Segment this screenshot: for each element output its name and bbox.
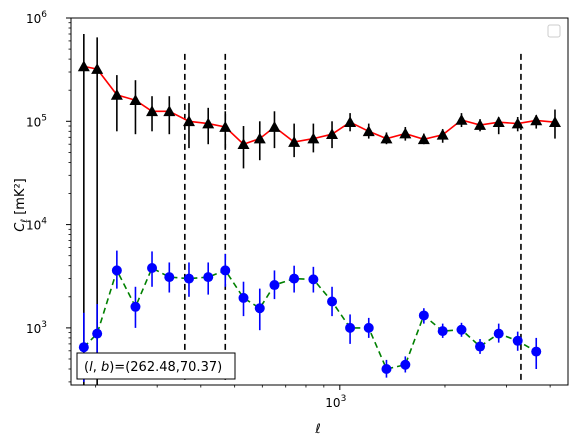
series-0-point-13 — [307, 132, 320, 144]
series-1-point-21 — [456, 324, 467, 335]
series-1-point-20 — [437, 326, 448, 337]
series-layer — [77, 34, 561, 385]
annotation: (l, b)=(262.48,70.37) — [76, 352, 236, 380]
series-1-point-6 — [183, 273, 194, 284]
series-0-point-3 — [129, 94, 142, 106]
series-1-point-2 — [111, 265, 122, 276]
y-axis-label-main: C — [13, 222, 28, 232]
series-0-point-24 — [511, 117, 524, 129]
series-1-point-14 — [327, 296, 338, 307]
series-0-point-23 — [492, 116, 505, 128]
series-1 — [78, 250, 542, 382]
y-tick-label-3: 106 — [26, 10, 47, 26]
series-1-point-22 — [475, 341, 486, 352]
series-1-point-11 — [269, 280, 280, 291]
annotation-rest: )=(262.48,70.37) — [109, 360, 222, 375]
legend-box — [547, 24, 561, 38]
y-tick-label-0: 103 — [26, 320, 47, 336]
series-0-point-8 — [219, 121, 232, 132]
series-1-point-3 — [130, 301, 141, 312]
series-0-point-26 — [548, 116, 561, 128]
series-0-point-14 — [326, 128, 339, 140]
series-0-point-10 — [253, 132, 266, 144]
series-1-point-16 — [363, 322, 374, 333]
y-tick-label-exp-1: 4 — [41, 217, 47, 227]
series-1-point-0 — [78, 342, 89, 353]
annotation-open: ( — [84, 360, 89, 375]
series-1-point-17 — [381, 363, 392, 374]
annotation-text: (l, b)=(262.48,70.37) — [84, 360, 222, 375]
series-1-point-24 — [512, 335, 523, 346]
series-1-point-25 — [531, 346, 542, 357]
series-0-point-7 — [202, 117, 215, 129]
series-0 — [77, 34, 561, 385]
y-tick-label-exp-2: 5 — [41, 113, 47, 123]
series-0-point-11 — [268, 121, 281, 132]
series-0-point-18 — [399, 127, 412, 139]
vline-layer — [184, 53, 522, 382]
series-1-point-19 — [418, 310, 429, 321]
series-1-point-10 — [254, 303, 265, 314]
series-0-point-0 — [77, 60, 90, 72]
series-1-point-12 — [289, 273, 300, 284]
series-1-point-15 — [345, 322, 356, 333]
y-tick-label-exp-3: 6 — [41, 10, 47, 20]
series-1-point-13 — [308, 274, 319, 285]
series-0-line — [83, 65, 556, 146]
y-axis-label-sub: ℓ — [20, 219, 30, 224]
series-1-point-23 — [493, 328, 504, 339]
series-0-point-17 — [380, 132, 393, 144]
series-0-point-16 — [362, 125, 375, 137]
series-1-point-1 — [92, 328, 103, 339]
series-0-point-21 — [455, 113, 468, 125]
series-1-point-5 — [164, 272, 175, 283]
series-0-point-15 — [344, 116, 357, 128]
series-1-point-8 — [220, 265, 231, 276]
y-axis-label-unit: [mK²] — [13, 178, 28, 215]
annotation-l: l — [89, 360, 93, 375]
series-0-point-20 — [436, 128, 449, 140]
series-1-point-18 — [400, 359, 411, 370]
plot-frame — [70, 17, 569, 386]
series-0-point-4 — [146, 105, 159, 117]
annotation-comma: , — [93, 360, 101, 375]
series-1-point-7 — [203, 272, 214, 283]
series-0-point-2 — [110, 88, 123, 100]
y-axis-label: Cℓ [mK²] — [13, 178, 30, 231]
series-0-point-9 — [237, 138, 250, 150]
x-axis-label: ℓ — [314, 422, 320, 437]
y-tick-label-exp-0: 3 — [41, 320, 47, 330]
annotation-b: b — [101, 360, 109, 375]
y-tick-label-2: 105 — [26, 113, 47, 129]
x-tick-label-exp-0: 3 — [341, 394, 347, 404]
series-1-point-4 — [147, 263, 158, 274]
series-1-point-9 — [238, 292, 249, 303]
annotation-box — [76, 352, 236, 380]
x-tick-label-0: 103 — [325, 394, 346, 410]
series-0-point-6 — [182, 115, 195, 127]
series-0-point-5 — [163, 105, 176, 117]
series-0-point-25 — [530, 114, 543, 126]
series-0-point-22 — [474, 119, 487, 130]
series-0-point-19 — [417, 133, 430, 145]
series-0-point-12 — [288, 136, 301, 147]
series-0-point-1 — [91, 63, 104, 74]
